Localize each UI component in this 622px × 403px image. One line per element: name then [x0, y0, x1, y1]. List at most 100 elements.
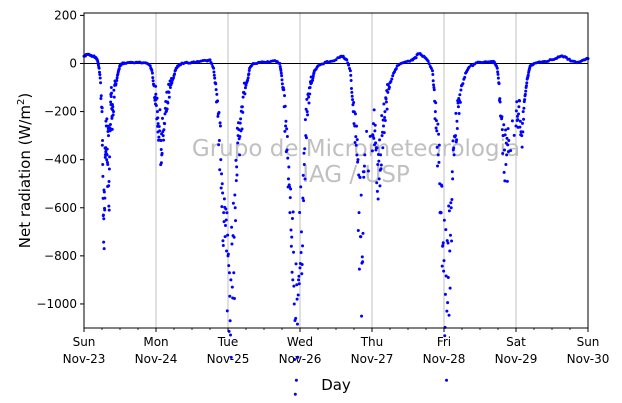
data-point: [220, 172, 224, 176]
data-point: [220, 205, 224, 209]
data-point: [348, 69, 352, 73]
data-point: [375, 189, 379, 193]
data-point: [457, 111, 461, 115]
x-tick-date: Nov-30: [567, 352, 610, 366]
data-point: [524, 89, 528, 93]
data-point: [377, 177, 381, 181]
data-point: [307, 101, 311, 105]
data-point: [355, 138, 359, 142]
data-point: [220, 182, 224, 186]
data-point: [222, 220, 226, 224]
data-point: [115, 76, 119, 80]
data-point: [231, 201, 235, 205]
data-point: [520, 145, 524, 149]
x-tick-day: Sat: [506, 335, 526, 349]
data-point: [521, 110, 525, 114]
data-point: [504, 128, 508, 132]
data-point: [279, 71, 283, 75]
data-point: [107, 167, 111, 171]
data-point: [235, 165, 239, 169]
x-axis-title: Day: [321, 376, 351, 394]
data-point: [432, 88, 436, 92]
data-point: [100, 106, 104, 110]
data-point: [355, 153, 359, 157]
data-point: [303, 147, 307, 151]
data-point: [522, 117, 526, 121]
data-point: [167, 90, 171, 94]
data-point: [168, 86, 172, 90]
data-point: [162, 128, 166, 132]
data-point: [150, 68, 154, 72]
data-point: [150, 71, 154, 75]
data-point: [384, 100, 388, 104]
data-point: [210, 62, 214, 66]
data-point: [221, 244, 225, 248]
data-point: [173, 72, 177, 76]
data-point: [101, 139, 105, 143]
data-point: [347, 63, 351, 67]
data-point: [458, 100, 462, 104]
data-point: [503, 133, 507, 137]
data-point: [394, 67, 398, 71]
data-point: [102, 217, 106, 221]
data-point: [302, 199, 306, 203]
data-point: [218, 121, 222, 125]
data-point: [510, 119, 514, 123]
data-point: [298, 210, 302, 214]
data-point: [216, 114, 220, 118]
data-point: [299, 251, 303, 255]
data-point: [450, 170, 454, 174]
data-point: [292, 250, 296, 254]
data-point: [308, 92, 312, 96]
data-point: [98, 73, 102, 77]
data-point: [278, 64, 282, 68]
data-point: [520, 134, 524, 138]
data-point: [232, 235, 236, 239]
data-point: [434, 126, 438, 130]
data-point: [449, 201, 453, 205]
data-point: [108, 155, 112, 159]
data-point: [154, 84, 158, 88]
data-point: [301, 196, 305, 200]
data-point: [151, 76, 155, 80]
data-point: [504, 162, 508, 166]
x-tick-date: Nov-28: [423, 352, 466, 366]
data-point: [383, 110, 387, 114]
data-point: [228, 319, 232, 323]
data-point: [155, 96, 159, 100]
data-point: [283, 94, 287, 98]
data-point: [112, 88, 116, 92]
data-point: [238, 134, 242, 138]
data-point: [229, 333, 233, 337]
data-point: [456, 101, 460, 105]
data-point: [100, 110, 104, 114]
data-point: [516, 118, 520, 122]
data-point: [518, 119, 522, 123]
data-point: [283, 129, 287, 133]
data-point: [440, 264, 444, 268]
data-point: [372, 108, 376, 112]
data-point: [295, 297, 299, 301]
y-tick-label: −800: [44, 249, 77, 263]
data-point: [229, 278, 233, 282]
x-tick-day: Sun: [73, 335, 96, 349]
data-point: [382, 102, 386, 106]
y-axis-title-close: ): [16, 93, 34, 99]
data-point: [301, 173, 305, 177]
data-point: [379, 163, 383, 167]
data-point: [448, 233, 452, 237]
data-point: [105, 147, 109, 151]
data-point: [496, 72, 500, 76]
data-point: [225, 249, 229, 253]
data-point: [363, 153, 367, 157]
data-point: [501, 152, 505, 156]
data-point: [389, 80, 393, 84]
y-tick-label: 0: [69, 56, 77, 70]
data-point: [106, 162, 110, 166]
data-point: [230, 285, 234, 289]
data-point: [115, 79, 119, 83]
data-point: [240, 105, 244, 109]
data-point: [239, 117, 243, 121]
data-point: [497, 82, 501, 86]
data-point: [108, 122, 112, 126]
